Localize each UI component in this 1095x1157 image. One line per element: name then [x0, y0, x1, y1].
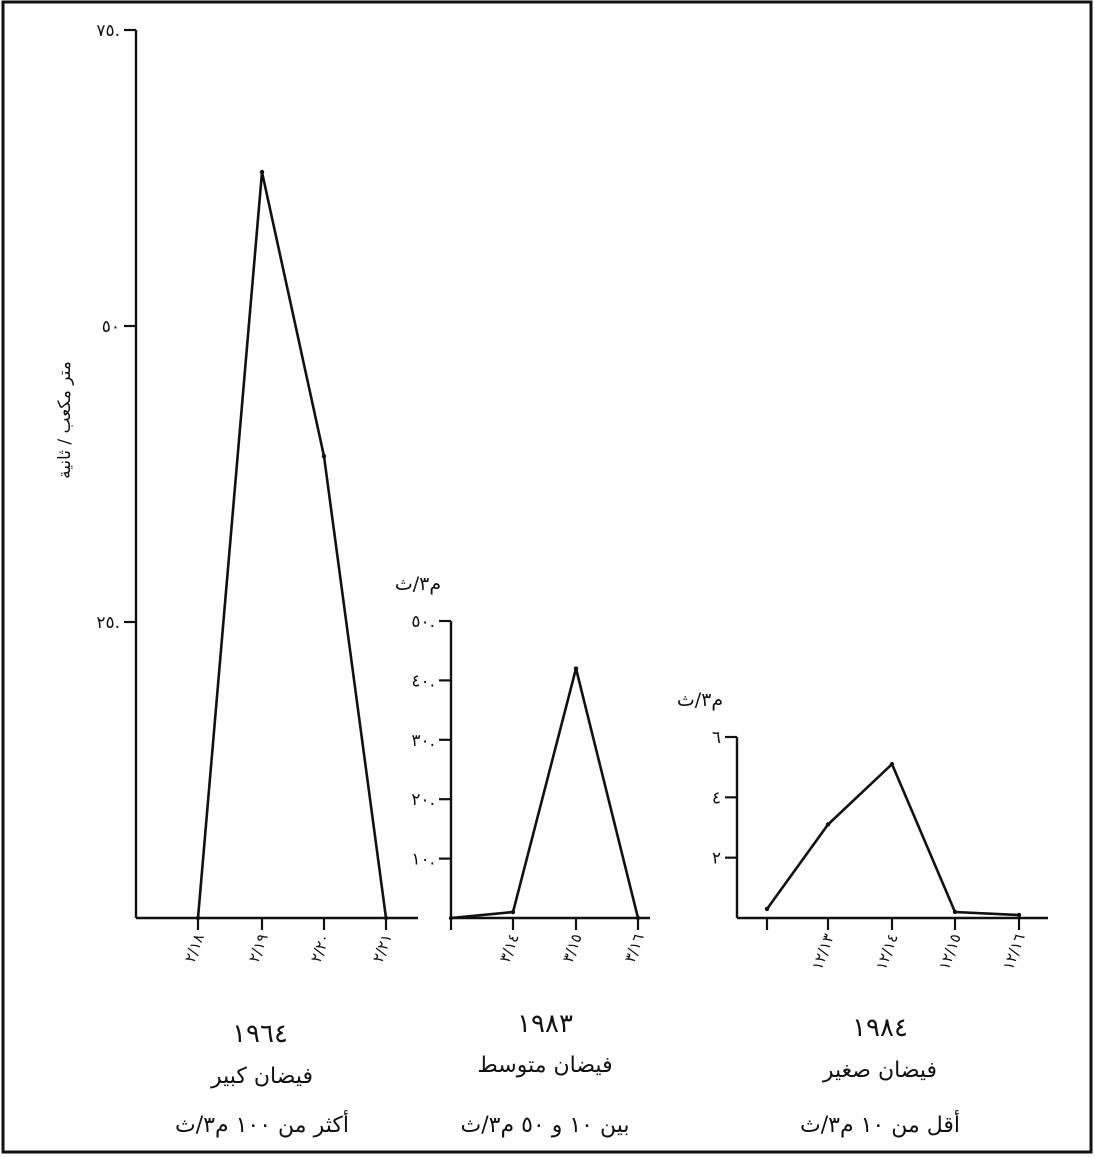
y-tick-label: ٥٠: [102, 317, 120, 337]
data-point: [259, 169, 265, 175]
x-tick-label: ١٢/١٤: [872, 931, 902, 972]
y-tick-label: ٢: [712, 849, 721, 869]
chart-subtitle: فيضان متوسط: [477, 1053, 612, 1078]
x-tick-label: ٢/٢٠: [307, 931, 334, 965]
y-axis-label: متر مكعب / ثانية: [55, 361, 75, 479]
chart-panel-1983: م٣/ث ١٠. ٢٠. ٣٠. ٤٠. ٥٠. ٣/١٤ ٣/١٥ ٣/١٦ ١٩٨٣ ف…: [395, 573, 650, 1138]
chart-subtitle: فيضان كبير: [210, 1064, 313, 1089]
chart-panel-1984: م٣/ث ٢ ٤ ٦ ١٢/١٣ ١٢/١٤ ١٢/١٥ ١٢/١٦ ١٩٨٤ فيضان…: [677, 689, 1048, 1138]
data-point: [764, 906, 770, 912]
x-tick-label: ٣/١٥: [559, 931, 586, 965]
chart-subtitle: فيضان صغير: [822, 1058, 937, 1083]
y-tick-label: ٤: [712, 788, 721, 808]
data-point: [1016, 912, 1022, 918]
data-point: [889, 761, 895, 767]
flow-line-1964: [196, 171, 388, 919]
data-point: [510, 909, 516, 915]
data-point: [825, 822, 831, 827]
data-point: [952, 909, 958, 915]
y-tick-label: ١٠.: [411, 850, 435, 870]
data-point: [195, 915, 201, 921]
data-point: [635, 915, 641, 921]
x-tick-label: ٢/١٩: [245, 931, 272, 965]
x-tick-label: ٣/١٦: [621, 931, 648, 965]
flow-line-1983: [450, 668, 640, 920]
chart-caption: أقل من ١٠ م٣/ث: [800, 1110, 960, 1138]
y-tick-label: ٢٠.: [411, 790, 435, 810]
chart-year: ١٩٨٣: [517, 1009, 573, 1039]
y-tick-label: ٧٥.: [96, 21, 120, 41]
x-ticks: ٢/١٨ ٢/١٩ ٢/٢٠ ٢/٢١: [181, 918, 396, 965]
y-tick-label: ٣٠.: [411, 731, 435, 751]
data-point: [383, 915, 389, 921]
x-tick-label: ١٢/١٦: [999, 931, 1029, 972]
chart-year: ١٩٦٤: [232, 1019, 288, 1049]
data-point: [321, 454, 327, 459]
y-ticks: ١٠. ٢٠. ٣٠. ٤٠. ٥٠.: [411, 612, 451, 870]
y-tick-label: ٤٠.: [411, 671, 435, 691]
chart-caption: أكثر من ١٠٠ م٣/ث: [175, 1110, 349, 1138]
y-ticks: ٢ ٤ ٦: [712, 728, 737, 869]
chart-year: ١٩٨٤: [852, 1013, 908, 1043]
x-ticks: ١٢/١٣ ١٢/١٤ ١٢/١٥ ١٢/١٦: [765, 918, 1029, 972]
data-point: [448, 915, 454, 921]
data-point: [573, 666, 579, 671]
flow-line-1984: [765, 761, 1020, 917]
chart-caption: بين ١٠ و ٥٠ م٣/ث: [461, 1113, 630, 1138]
x-ticks: ٣/١٤ ٣/١٥ ٣/١٦: [449, 918, 648, 965]
x-tick-label: ١٢/١٥: [935, 931, 965, 972]
x-tick-label: ٢/٢١: [369, 931, 396, 965]
y-axis-unit: م٣/ث: [395, 573, 441, 595]
y-tick-label: ٢٥.: [96, 613, 120, 633]
y-axis-unit: م٣/ث: [677, 689, 723, 711]
y-tick-label: ٦: [712, 728, 721, 748]
x-tick-label: ١٢/١٣: [808, 931, 838, 972]
y-tick-label: ٥٠.: [411, 612, 435, 632]
y-ticks: ٢٥. ٥٠ ٧٥.: [96, 21, 136, 633]
x-tick-label: ٣/١٤: [496, 931, 523, 965]
x-tick-label: ٢/١٨: [181, 931, 208, 965]
